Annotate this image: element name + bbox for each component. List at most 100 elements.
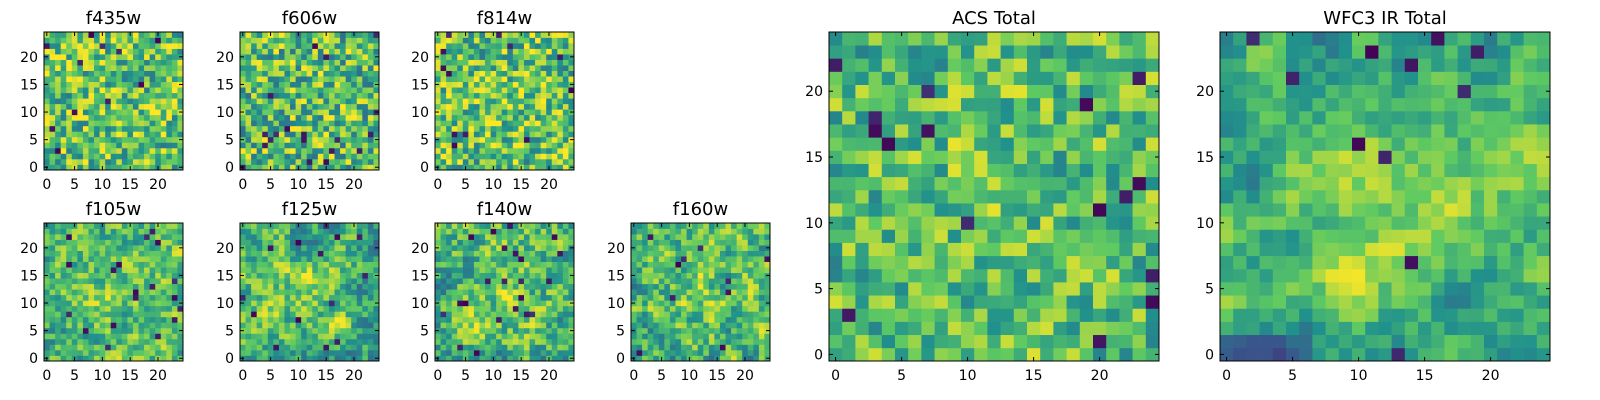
- heatmap-cell: [306, 322, 313, 329]
- heatmap-cell: [356, 98, 363, 105]
- heatmap-cell: [66, 142, 73, 149]
- heatmap-cell: [473, 278, 480, 285]
- heatmap-cell: [855, 163, 869, 178]
- heatmap-cell: [974, 203, 988, 217]
- heatmap-cell: [127, 92, 134, 99]
- heatmap-cell: [490, 316, 497, 323]
- heatmap-cell: [562, 158, 569, 165]
- heatmap-cell: [373, 305, 380, 312]
- heatmap-cell: [501, 278, 508, 285]
- heatmap-cell: [345, 81, 352, 88]
- heatmap-cell: [921, 282, 935, 296]
- heatmap-cell: [647, 283, 654, 290]
- heatmap-cell: [351, 300, 358, 307]
- heatmap-cell: [66, 59, 73, 66]
- heatmap-cell: [367, 103, 374, 110]
- heatmap-cell: [44, 234, 50, 240]
- heatmap-cell: [457, 333, 464, 340]
- heatmap-cell: [562, 114, 569, 121]
- heatmap-cell: [551, 109, 558, 116]
- heatmap-cell: [82, 322, 89, 329]
- heatmap-cell: [121, 81, 128, 88]
- heatmap-cell: [340, 87, 346, 94]
- heatmap-cell: [49, 114, 56, 121]
- heatmap-cell: [468, 131, 475, 138]
- heatmap-cell: [362, 131, 369, 138]
- heatmap-cell: [312, 245, 319, 251]
- heatmap-cell: [116, 43, 123, 49]
- heatmap-cell: [94, 65, 100, 71]
- heatmap-cell: [446, 103, 453, 110]
- heatmap-cell: [177, 158, 184, 165]
- heatmap-cell: [351, 153, 358, 160]
- heatmap-cell: [105, 261, 112, 268]
- heatmap-cell: [457, 234, 464, 240]
- heatmap-cell: [334, 228, 341, 235]
- heatmap-cell: [496, 48, 503, 55]
- heatmap-cell: [507, 283, 514, 290]
- heatmap-cell: [105, 120, 112, 127]
- heatmap-cell: [323, 239, 330, 246]
- heatmap-cell: [328, 153, 335, 160]
- heatmap-cell: [144, 250, 150, 257]
- heatmap-cell: [351, 92, 358, 99]
- heatmap-cell: [829, 203, 843, 217]
- heatmap-cell: [82, 136, 89, 143]
- heatmap-cell: [490, 272, 497, 279]
- heatmap-cell: [328, 103, 335, 110]
- heatmap-cell: [88, 109, 95, 116]
- heatmap-cell: [568, 70, 575, 77]
- heatmap-cell: [373, 48, 380, 55]
- heatmap-cell: [747, 327, 754, 334]
- heatmap-cell: [440, 228, 447, 235]
- heatmap-cell: [468, 70, 475, 77]
- heatmap-cell: [328, 272, 335, 279]
- heatmap-cell: [66, 311, 73, 318]
- heatmap-cell: [256, 109, 263, 116]
- heatmap-cell: [675, 239, 682, 246]
- heatmap-cell: [1145, 163, 1160, 178]
- heatmap-cell: [71, 316, 78, 323]
- heatmap-cell: [468, 300, 475, 307]
- heatmap-cell: [1066, 163, 1081, 178]
- heatmap-cell: [49, 81, 56, 88]
- heatmap-cell: [273, 164, 280, 171]
- heatmap-cell: [256, 278, 263, 285]
- heatmap-cell: [507, 316, 514, 323]
- heatmap-cell: [334, 300, 341, 307]
- heatmap-cell: [256, 311, 263, 318]
- heatmap-cell: [262, 147, 269, 154]
- heatmap-cell: [440, 158, 447, 165]
- heatmap-cell: [351, 109, 358, 116]
- heatmap-cell: [132, 153, 139, 160]
- heatmap-cell: [256, 300, 263, 307]
- heatmap-cell: [367, 92, 374, 99]
- heatmap-cell: [82, 92, 89, 99]
- heatmap-cell: [82, 338, 89, 345]
- heatmap-cell: [49, 311, 56, 318]
- heatmap-cell: [71, 305, 78, 312]
- heatmap-cell: [535, 54, 541, 60]
- heatmap-cell: [160, 125, 167, 132]
- heatmap-cell: [88, 289, 95, 296]
- heatmap-cell: [55, 32, 62, 38]
- heatmap-cell: [512, 109, 519, 116]
- heatmap-cell: [1000, 308, 1015, 322]
- heatmap-cell: [485, 338, 491, 345]
- heatmap-cell: [562, 76, 569, 83]
- heatmap-cell: [166, 267, 173, 274]
- heatmap-cell: [267, 283, 274, 290]
- heatmap-cell: [105, 267, 112, 274]
- heatmap-cell: [144, 136, 150, 143]
- heatmap-cell: [362, 272, 369, 279]
- heatmap-cell: [171, 54, 178, 60]
- heatmap-cell: [362, 305, 369, 312]
- heatmap-cell: [334, 256, 341, 262]
- heatmap-cell: [540, 70, 547, 77]
- heatmap-cell: [290, 322, 296, 329]
- heatmap-cell: [66, 98, 73, 105]
- heatmap-cell: [1079, 242, 1094, 257]
- heatmap-cell: [306, 164, 313, 171]
- heatmap-cell: [99, 272, 106, 279]
- heatmap-cell: [60, 223, 67, 229]
